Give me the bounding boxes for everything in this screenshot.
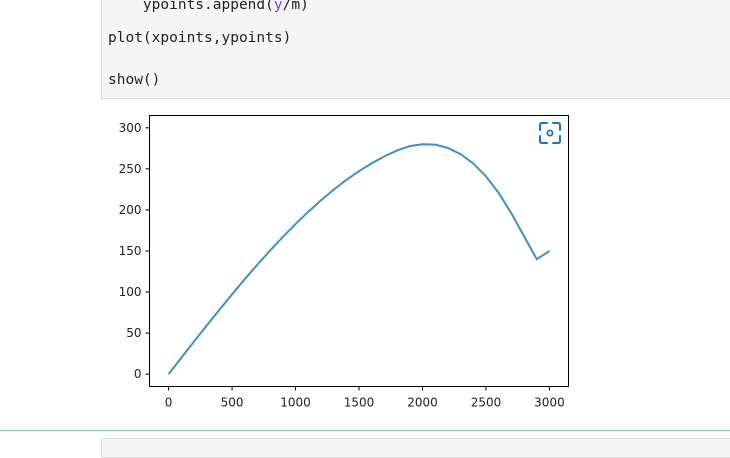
cell-output: 0 500 1000 1500 2000 2500 3000 0 50 100 150 200 250… — [108, 108, 588, 428]
plot-frame — [149, 115, 569, 387]
x-tick-label: 1000 — [280, 396, 311, 410]
x-tick-label: 3000 — [534, 396, 565, 410]
code-line-show: show() — [108, 72, 161, 88]
x-tick-label: 2000 — [407, 396, 438, 410]
code-cell[interactable]: ypoints.append(y/m) plot(xpoints,ypoints… — [101, 0, 730, 99]
x-tick-label: 500 — [221, 396, 244, 410]
focus-frame-icon[interactable] — [539, 122, 561, 144]
code-line-plot: plot(xpoints,ypoints) — [108, 30, 292, 46]
y-tick-label: 300 — [119, 121, 142, 135]
x-axis: 0 500 1000 1500 2000 2500 3000 — [165, 386, 565, 410]
series-line — [167, 143, 550, 375]
y-tick-label: 150 — [119, 244, 142, 258]
next-code-cell[interactable] — [101, 438, 730, 458]
code-line-partial: ypoints.append(y/m) — [108, 0, 309, 13]
y-tick-label: 250 — [119, 162, 142, 176]
x-tick-label: 1500 — [344, 396, 375, 410]
x-tick-label: 0 — [165, 396, 173, 410]
y-tick-label: 0 — [134, 367, 142, 381]
line-chart: 0 500 1000 1500 2000 2500 3000 0 50 100 150 200 250… — [119, 115, 569, 410]
x-tick-label: 2500 — [471, 396, 502, 410]
y-axis: 0 50 100 150 200 250 300 — [119, 121, 150, 381]
y-tick-label: 200 — [119, 203, 142, 217]
cell-divider — [0, 430, 730, 431]
y-tick-label: 100 — [119, 285, 142, 299]
y-tick-label: 50 — [126, 326, 141, 340]
